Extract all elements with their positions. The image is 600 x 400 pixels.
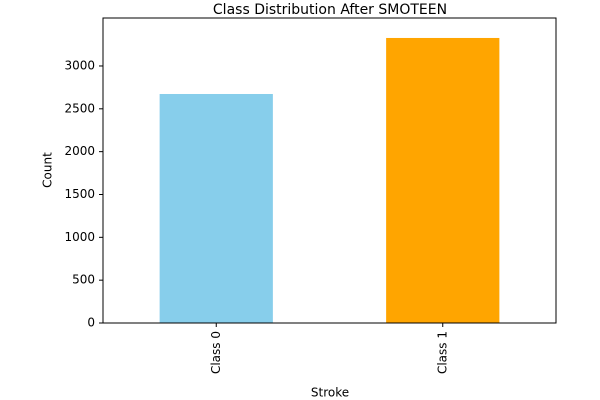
bar <box>159 93 273 323</box>
plot-frame <box>102 17 557 324</box>
y-tick-label: 1000 <box>64 230 95 244</box>
y-tick-label: 0 <box>87 316 95 330</box>
y-tick-label: 500 <box>72 273 95 287</box>
y-tick-label: 2000 <box>64 144 95 158</box>
chart-title: Class Distribution After SMOTEEN <box>213 2 447 18</box>
y-tick-label: 2500 <box>64 101 95 115</box>
bar <box>386 37 500 324</box>
y-axis-label: Count <box>41 152 55 188</box>
x-tick-label: Class 1 <box>435 331 449 374</box>
x-axis-label: Stroke <box>311 386 349 400</box>
y-tick-label: 1500 <box>64 187 95 201</box>
x-tick-label: Class 0 <box>209 331 223 374</box>
y-tick-label: 3000 <box>64 58 95 72</box>
